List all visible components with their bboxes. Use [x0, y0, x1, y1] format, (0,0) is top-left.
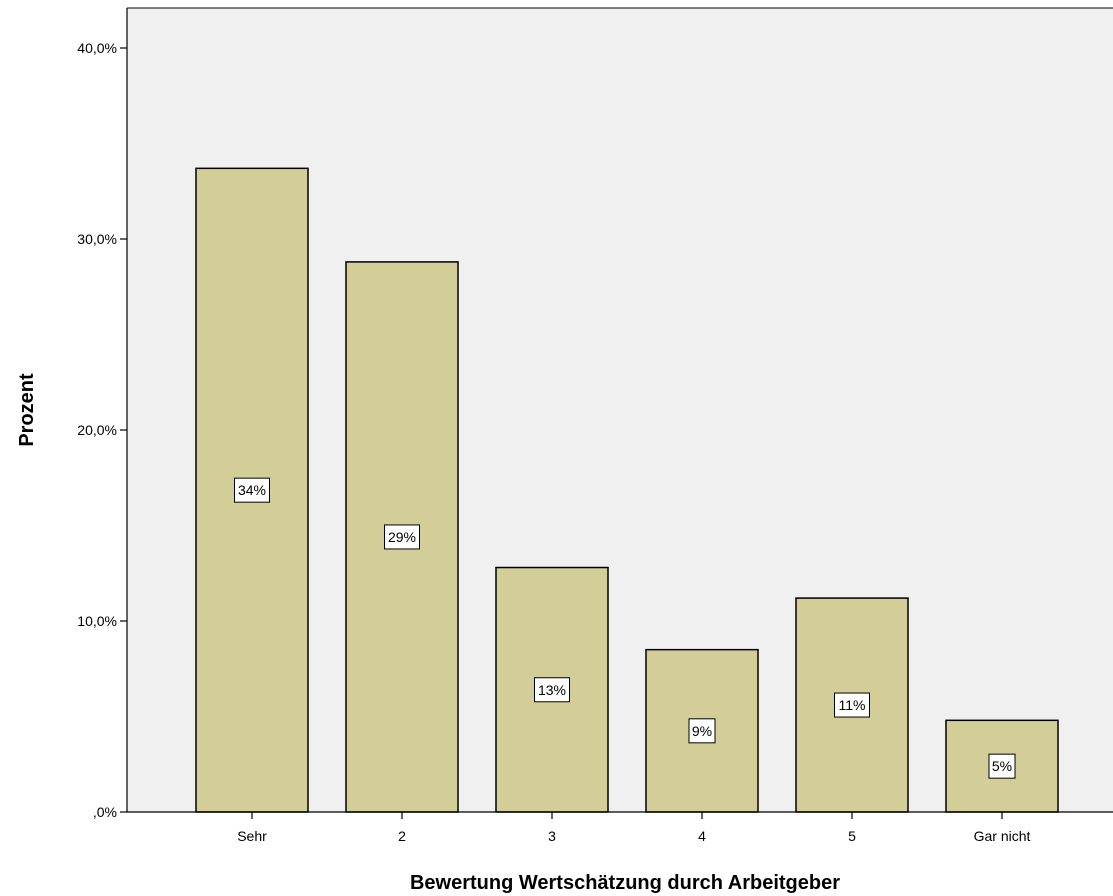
y-tick-label: 30,0%: [77, 231, 117, 247]
x-tick-label: 4: [698, 828, 706, 844]
y-ticks-group: ,0% 10,0% 20,0% 30,0% 40,0%: [77, 40, 127, 820]
y-tick-label: ,0%: [93, 804, 117, 820]
data-label-box: [534, 677, 570, 703]
x-tick-label: Sehr: [237, 828, 267, 844]
y-tick-label: 20,0%: [77, 422, 117, 438]
x-tick-label: Gar nicht: [974, 828, 1031, 844]
y-tick-label: 40,0%: [77, 40, 117, 56]
y-axis-title: Prozent: [16, 373, 38, 447]
x-ticks-group: Sehr 2 3 4 5 Gar nicht: [237, 812, 1031, 844]
data-label: 34%: [238, 482, 266, 498]
data-label: 11%: [839, 697, 866, 713]
y-tick-label: 10,0%: [77, 613, 117, 629]
data-labels-group: 34% 29% 13% 9% 11% 5%: [234, 477, 1016, 779]
x-tick-label: 3: [548, 828, 556, 844]
data-label-box: [988, 753, 1016, 779]
data-label: 13%: [538, 682, 566, 698]
data-label-box: [834, 692, 870, 718]
x-tick-label: 5: [848, 828, 856, 844]
data-label-box: [384, 524, 420, 550]
data-label: 9%: [692, 723, 712, 739]
data-label-box: [688, 718, 716, 744]
data-label-box: [234, 477, 270, 503]
data-label: 29%: [388, 529, 416, 545]
x-tick-label: 2: [398, 828, 406, 844]
x-axis-title: Bewertung Wertschätzung durch Arbeitgebe…: [410, 872, 840, 894]
data-label: 5%: [992, 758, 1012, 774]
